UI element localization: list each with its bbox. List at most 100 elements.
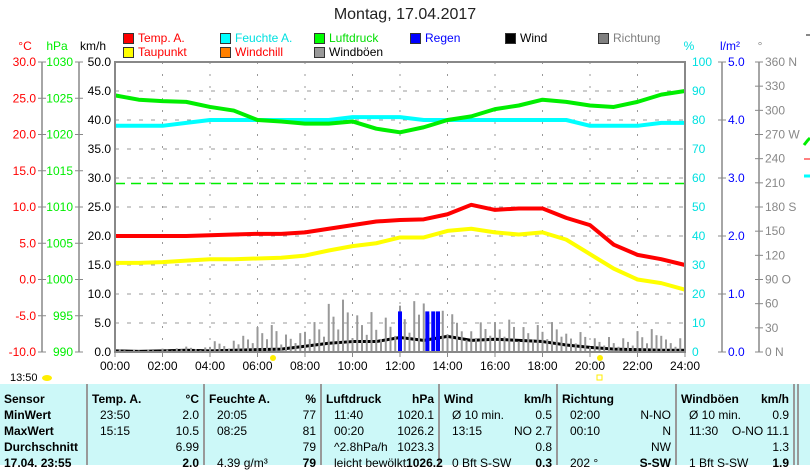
table-row: 4.39 g/m³ 79: [209, 455, 316, 471]
legend-swatch: [314, 32, 325, 44]
pressure-axis-unit: hPa: [46, 39, 68, 53]
table-cell: 1.9: [772, 456, 789, 470]
table-cell: [209, 439, 217, 455]
direction-tick-label: 30: [765, 321, 779, 335]
table-cell: 0.5: [535, 408, 552, 422]
wind-tick-label: 5.0: [94, 316, 111, 330]
table-cell: N: [662, 424, 671, 438]
table-cell: 2.0: [182, 408, 199, 422]
legend-item: Luftdruck: [314, 31, 378, 45]
table-cell: 0.8: [535, 440, 552, 454]
legend-swatch: [410, 32, 421, 44]
humidity-tick-label: 20: [692, 287, 706, 301]
legend-item: Windböen: [314, 45, 383, 59]
wind-tick-label: 25.0: [88, 200, 112, 214]
humidity-tick-label: 40: [692, 229, 706, 243]
table-cell: 11:40: [334, 408, 364, 422]
table-cell: leicht bewölkt: [334, 456, 407, 470]
time-tick-label: 24:00: [670, 359, 700, 373]
wind-tick-label: 35.0: [88, 142, 112, 156]
table-row: 0 Bft S-SW 0.3: [444, 455, 552, 471]
rain-bar: [398, 311, 402, 352]
table-column: Wind km/h Ø 10 min. 0.5 13:15 NO 2.7 0.8 0 Bft …: [440, 384, 558, 470]
time-tick-label: 06:00: [242, 359, 272, 373]
table-cell: MinWert: [4, 408, 52, 422]
table-cell: 202 °: [570, 456, 599, 470]
wind-tick-label: 40.0: [88, 113, 112, 127]
legend-label: Windböen: [329, 45, 384, 59]
wind-tick-label: 30.0: [88, 171, 112, 185]
humidity-tick-label: 30: [692, 258, 706, 272]
table-column: Temp. A. °C 23:50 2.0 15:15 10.5 6.99 2.0: [88, 384, 205, 470]
time-tick-label: 12:00: [385, 359, 415, 373]
legend-item: Wind: [505, 31, 547, 45]
time-tick-label: 18:00: [527, 359, 557, 373]
table-column: Sensor MinWert MaxWert Durchschnitt 17.04. 2…: [0, 384, 88, 470]
table-cell: 08:25: [217, 424, 248, 438]
direction-tick-label: 360 N: [765, 55, 797, 69]
legend-item: Windchill: [220, 45, 283, 59]
humidity-tick-label: 0: [692, 345, 699, 359]
direction-tick-label: 300: [765, 103, 785, 117]
table-cell: 10.5: [175, 424, 199, 438]
time-tick-label: 20:00: [575, 359, 605, 373]
time-tick-label: 10:00: [337, 359, 367, 373]
table-cell: [92, 439, 100, 455]
direction-tick-label: 330: [765, 79, 785, 93]
legend-item: Temp. A.: [123, 31, 185, 45]
table-cell: 79: [302, 440, 316, 454]
table-column: Luftdruck hPa 11:40 1020.1 00:20 1026.2 ^2.8hP…: [322, 384, 443, 470]
series-taupunkt: [115, 226, 686, 292]
table-cell: [444, 439, 452, 455]
table-row: 1 Bft S-SW 1.9: [681, 455, 789, 471]
temp-tick-label: 10.0: [13, 200, 37, 214]
wind-tick-label: 0.0: [94, 345, 111, 359]
sun-icon: [270, 355, 276, 361]
direction-tick-label: 150: [765, 224, 785, 238]
temp-tick-label: 5.0: [19, 236, 36, 250]
table-cell: 6.99: [175, 440, 199, 454]
table-scrollbar[interactable]: [797, 384, 810, 465]
table-row: 202 ° S-SW: [562, 455, 671, 471]
humidity-axis-unit: %: [684, 39, 695, 53]
table-cell: 23:50: [100, 408, 131, 422]
table-cell: 81: [302, 424, 316, 438]
table-column: Windböen km/h Ø 10 min. 0.9 11:30 O-NO 11.1 1.…: [677, 384, 795, 470]
table-cell: Durchschnitt: [4, 440, 79, 454]
table-cell: 1 Bft S-SW: [689, 456, 749, 470]
humidity-tick-label: 80: [692, 113, 706, 127]
table-cell: S-SW: [639, 456, 671, 470]
wind-tick-label: 50.0: [88, 55, 112, 69]
table-row: Ø 10 min. 0.9: [681, 407, 789, 423]
rain-tick-label: 4.0: [728, 113, 745, 127]
chart-title: Montag, 17.04.2017: [333, 6, 477, 23]
table-cell: [562, 439, 570, 455]
legend-label: Feuchte A.: [235, 31, 293, 45]
legend-label: Luftdruck: [329, 31, 379, 45]
table-cell: [92, 455, 100, 471]
temp-tick-label: 30.0: [13, 55, 37, 69]
rain-bar: [425, 311, 430, 352]
table-cell: 00:20: [334, 424, 365, 438]
table-cell: NO 2.7: [513, 424, 552, 438]
table-row: 00:20 1026.2: [326, 423, 434, 439]
column-header: Luftdruck: [326, 392, 382, 406]
pressure-tick-label: 1020: [46, 128, 73, 142]
pressure-tick-label: 1030: [46, 55, 73, 69]
table-row: 15:15 10.5: [92, 423, 199, 439]
table-cell: 02:00: [570, 408, 601, 422]
rain-bar: [436, 311, 440, 352]
cloud-sun-icon: [42, 375, 52, 381]
table-cell: O-NO 11.1: [731, 424, 789, 438]
legend-label: Temp. A.: [138, 31, 185, 45]
legend-item: Regen: [410, 31, 460, 45]
mini-pressure: [802, 136, 810, 146]
pressure-tick-label: 990: [53, 345, 73, 359]
table-row: 08:25 81: [209, 423, 316, 439]
column-unit: km/h: [523, 392, 552, 406]
rain-tick-label: 1.0: [728, 287, 745, 301]
column-unit: hPa: [411, 392, 434, 406]
series-temp-a-: [115, 202, 686, 267]
direction-axis-unit: °: [758, 39, 763, 53]
table-row: leicht bewölkt 1026.2: [326, 455, 443, 471]
